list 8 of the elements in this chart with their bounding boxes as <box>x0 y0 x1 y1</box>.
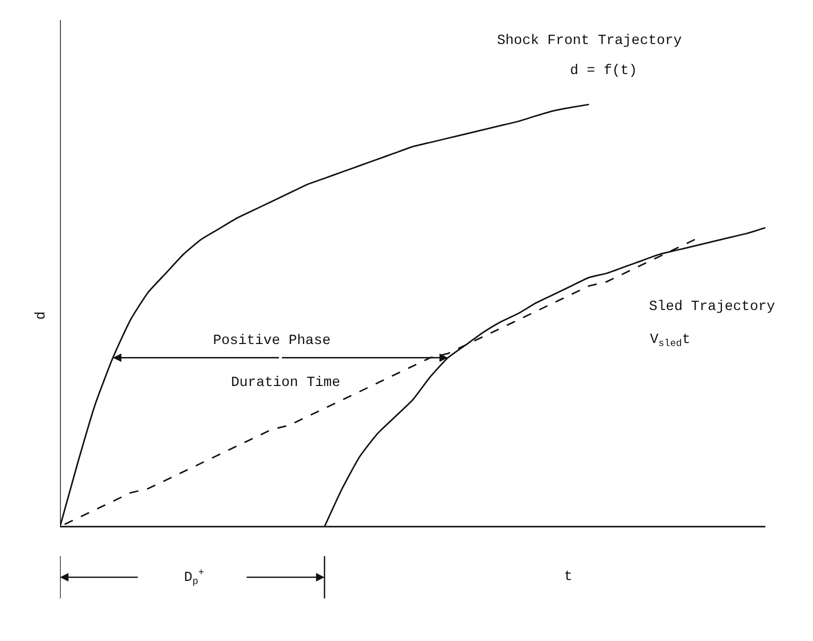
x-axis-title: t <box>564 569 572 585</box>
annotation: Sled Trajectory <box>649 299 776 315</box>
y-axis-title: d <box>34 311 50 320</box>
annotation: V$_{sled}$t <box>650 332 690 349</box>
annotation: Duration Time <box>231 375 340 391</box>
text: Shock Front Trajectory <box>497 33 682 49</box>
annotation: Positive Phase <box>213 333 331 349</box>
text: d = f(t) <box>570 63 638 79</box>
